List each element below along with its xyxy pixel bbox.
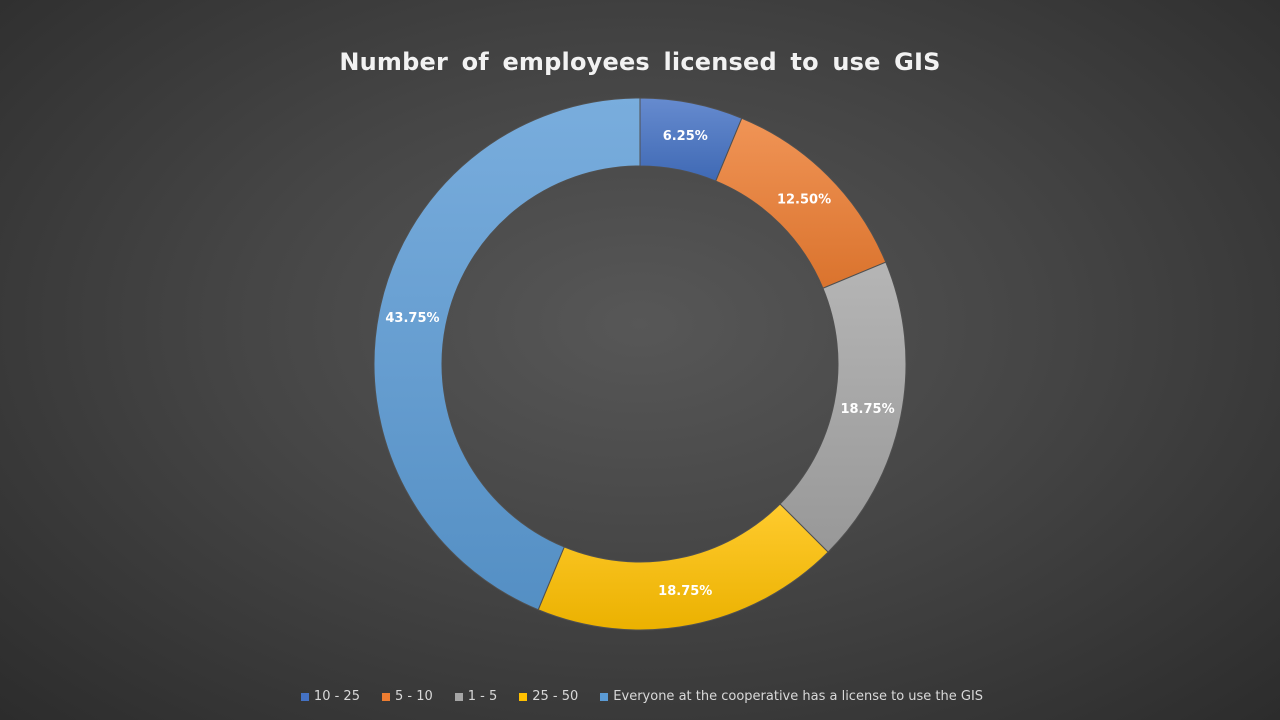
legend-item-2: 5 - 10 [381,689,433,704]
legend-swatch [600,692,609,701]
legend-label: 1 - 5 [467,689,498,704]
donut-data-labels: 6.25% 12.50% 18.75% 18.75% 43.75% [385,129,894,599]
legend-item-1: 10 - 25 [300,689,360,704]
legend-label: Everyone at the cooperative has a licens… [613,689,984,704]
legend-item-3: 1 - 5 [454,689,498,704]
donut-slice-4 [537,503,829,631]
data-label-1: 6.25% [663,129,708,144]
data-label-3: 18.75% [840,402,894,417]
data-label-5: 43.75% [385,311,439,326]
legend-item-5: Everyone at the cooperative has a licens… [600,689,983,704]
legend-swatch [381,692,390,701]
legend-label: 10 - 25 [313,689,360,704]
data-label-4: 18.75% [658,584,712,599]
chart-title: Number of employees licensed to use GIS [339,48,941,76]
donut-slice-5 [373,97,641,611]
legend-label: 5 - 10 [394,689,433,704]
legend-label: 25 - 50 [532,689,579,704]
donut-slices [373,97,907,631]
legend-swatch [519,692,528,701]
legend-item-4: 25 - 50 [519,689,578,704]
legend-swatch [300,692,309,701]
legend-swatch [454,692,463,701]
data-label-2: 12.50% [777,192,831,207]
chart-legend: 10 - 25 5 - 10 1 - 5 25 - 50 Everyone at the… [0,689,1280,704]
